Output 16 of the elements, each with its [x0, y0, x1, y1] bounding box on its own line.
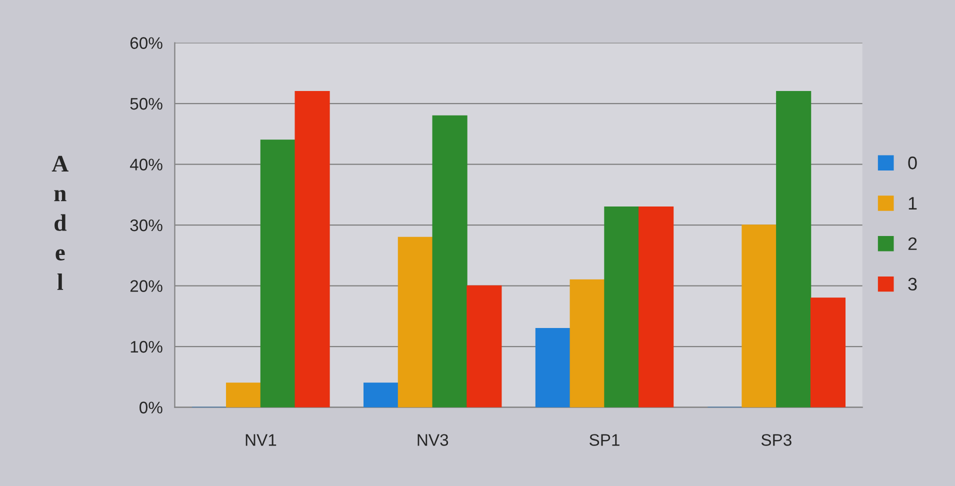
x-tick-label: NV3 — [418, 434, 448, 446]
y-tick-label: 30% — [130, 219, 162, 232]
y-tick-label: 50% — [130, 98, 162, 110]
y-tick-label: 60% — [130, 37, 162, 49]
legend-label: 3 — [908, 278, 917, 291]
x-tick-label: SP3 — [761, 434, 792, 446]
y-tick-label: 0% — [140, 402, 162, 414]
legend-label: 1 — [908, 197, 917, 210]
x-tick-label: SP1 — [590, 434, 620, 446]
y-axis-title: Andel — [52, 156, 69, 290]
y-tick-label: 20% — [130, 280, 162, 292]
x-tick-label: NV1 — [246, 434, 276, 446]
y-tick-label: 40% — [130, 158, 162, 170]
y-tick-label: 10% — [130, 340, 162, 353]
legend-label: 2 — [908, 237, 917, 250]
legend-label: 0 — [908, 156, 917, 170]
